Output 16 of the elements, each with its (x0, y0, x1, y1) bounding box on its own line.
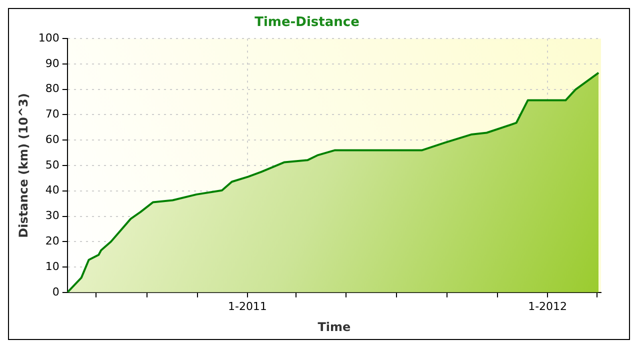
y-tick-label: 10 (45, 260, 60, 273)
y-tick-label: 50 (45, 158, 60, 172)
y-tick-label: 90 (45, 56, 60, 70)
y-tick-label: 30 (45, 209, 60, 222)
y-tick-label: 0 (52, 285, 60, 298)
y-axis-title: Distance (km) (10^3) (16, 93, 30, 238)
chart-title: Time-Distance (254, 15, 360, 30)
y-tick-label: 60 (45, 132, 60, 146)
y-tick-label: 20 (45, 234, 60, 248)
y-tick-label: 40 (45, 184, 60, 197)
x-tick-label: 1-2012 (528, 300, 568, 313)
y-tick-label: 80 (45, 82, 60, 96)
x-axis-title: Time (318, 320, 351, 334)
y-tick-label: 100 (38, 31, 60, 44)
x-tick-label: 1-2011 (228, 300, 267, 313)
y-tick-label: 70 (45, 108, 60, 121)
